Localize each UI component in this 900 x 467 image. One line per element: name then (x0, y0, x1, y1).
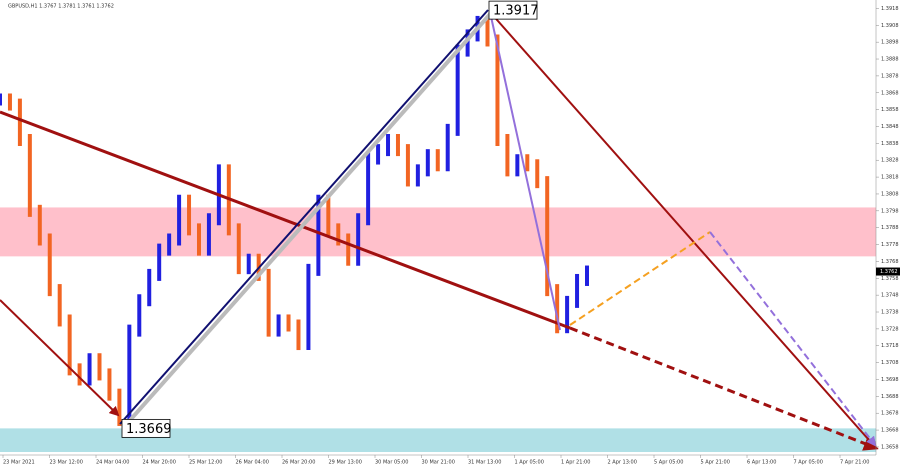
annotation-box (488, 0, 538, 20)
x-tick-label: 5 Apr 21:00 (701, 460, 730, 466)
y-tick-label: 1.3828 (881, 158, 899, 164)
x-tick-label: 23 Mar 12:00 (50, 460, 83, 466)
y-tick-label: 1.3778 (881, 242, 899, 248)
price-series (0, 15, 589, 426)
y-tick-label: 1.3698 (881, 377, 899, 383)
y-tick-label: 1.3788 (881, 225, 899, 231)
y-tick-label: 1.3898 (881, 40, 899, 46)
zone (0, 207, 876, 257)
x-tick-label: 24 Mar 04:00 (96, 460, 129, 466)
x-tick-label: 31 Mar 13:00 (468, 460, 501, 466)
forecast-line (569, 231, 711, 326)
trend-line (0, 299, 120, 417)
x-tick-label: 26 Mar 20:00 (282, 460, 315, 466)
y-tick-label: 1.3838 (881, 141, 899, 147)
x-tick-label: 2 Apr 13:00 (608, 460, 637, 466)
wave-line (489, 11, 561, 331)
current-price-box (876, 267, 900, 276)
y-tick-label: 1.3858 (881, 107, 899, 113)
trend-line (569, 326, 879, 451)
current-price-label: 1.3762 (880, 269, 898, 275)
y-tick-label: 1.3918 (881, 6, 899, 12)
y-tick-label: 1.3848 (881, 124, 899, 130)
y-tick-label: 1.3768 (881, 259, 899, 265)
x-tick-label: 6 Apr 13:00 (747, 460, 776, 466)
x-tick-label: 1 Apr 05:00 (515, 460, 544, 466)
forecast-line (709, 231, 877, 447)
y-tick-label: 1.3668 (881, 428, 899, 434)
x-tick-label: 25 Mar 12:00 (189, 460, 222, 466)
x-tick-label: 7 Apr 21:00 (840, 460, 869, 466)
wave-line (489, 11, 878, 450)
trend-line (0, 110, 571, 330)
y-tick-label: 1.3748 (881, 293, 899, 299)
x-tick-label: 1 Apr 21:00 (561, 460, 590, 466)
x-tick-label: 23 Mar 2021 (3, 460, 35, 466)
zone (0, 428, 876, 452)
y-tick-label: 1.3818 (881, 175, 899, 181)
y-tick-label: 1.3678 (881, 411, 899, 417)
annotation-box (121, 418, 171, 438)
y-tick-label: 1.3758 (881, 276, 899, 282)
zones (0, 207, 876, 452)
y-tick-label: 1.3908 (881, 23, 899, 29)
y-tick-label: 1.3658 (881, 444, 899, 450)
y-tick-label: 1.3808 (881, 191, 899, 197)
y-tick-label: 1.3688 (881, 394, 899, 400)
y-tick-label: 1.3888 (881, 57, 899, 63)
symbol-header: GBPUSD,H1 1.3767 1.3781 1.3761 1.3762 (8, 4, 114, 10)
annotation-label: 1.3669 (126, 422, 172, 437)
y-tick-label: 1.3708 (881, 360, 899, 366)
wave-shadow (122, 10, 494, 429)
y-tick-label: 1.3728 (881, 326, 899, 332)
x-tick-label: 30 Mar 05:00 (375, 460, 408, 466)
y-tick-label: 1.3878 (881, 73, 899, 79)
x-tick-label: 5 Apr 05:00 (654, 460, 683, 466)
x-tick-label: 30 Mar 21:00 (422, 460, 455, 466)
x-tick-label: 7 Apr 05:00 (794, 460, 823, 466)
wave-line (119, 9, 489, 425)
annotation-label: 1.3917 (493, 4, 539, 19)
y-tick-label: 1.3738 (881, 310, 899, 316)
x-tick-label: 29 Mar 13:00 (329, 460, 362, 466)
x-tick-label: 26 Mar 04:00 (236, 460, 269, 466)
y-tick-label: 1.3718 (881, 343, 899, 349)
wave-lines (0, 9, 879, 451)
x-tick-label: 24 Mar 20:00 (143, 460, 176, 466)
y-tick-label: 1.3868 (881, 90, 899, 96)
y-tick-label: 1.3798 (881, 208, 899, 214)
